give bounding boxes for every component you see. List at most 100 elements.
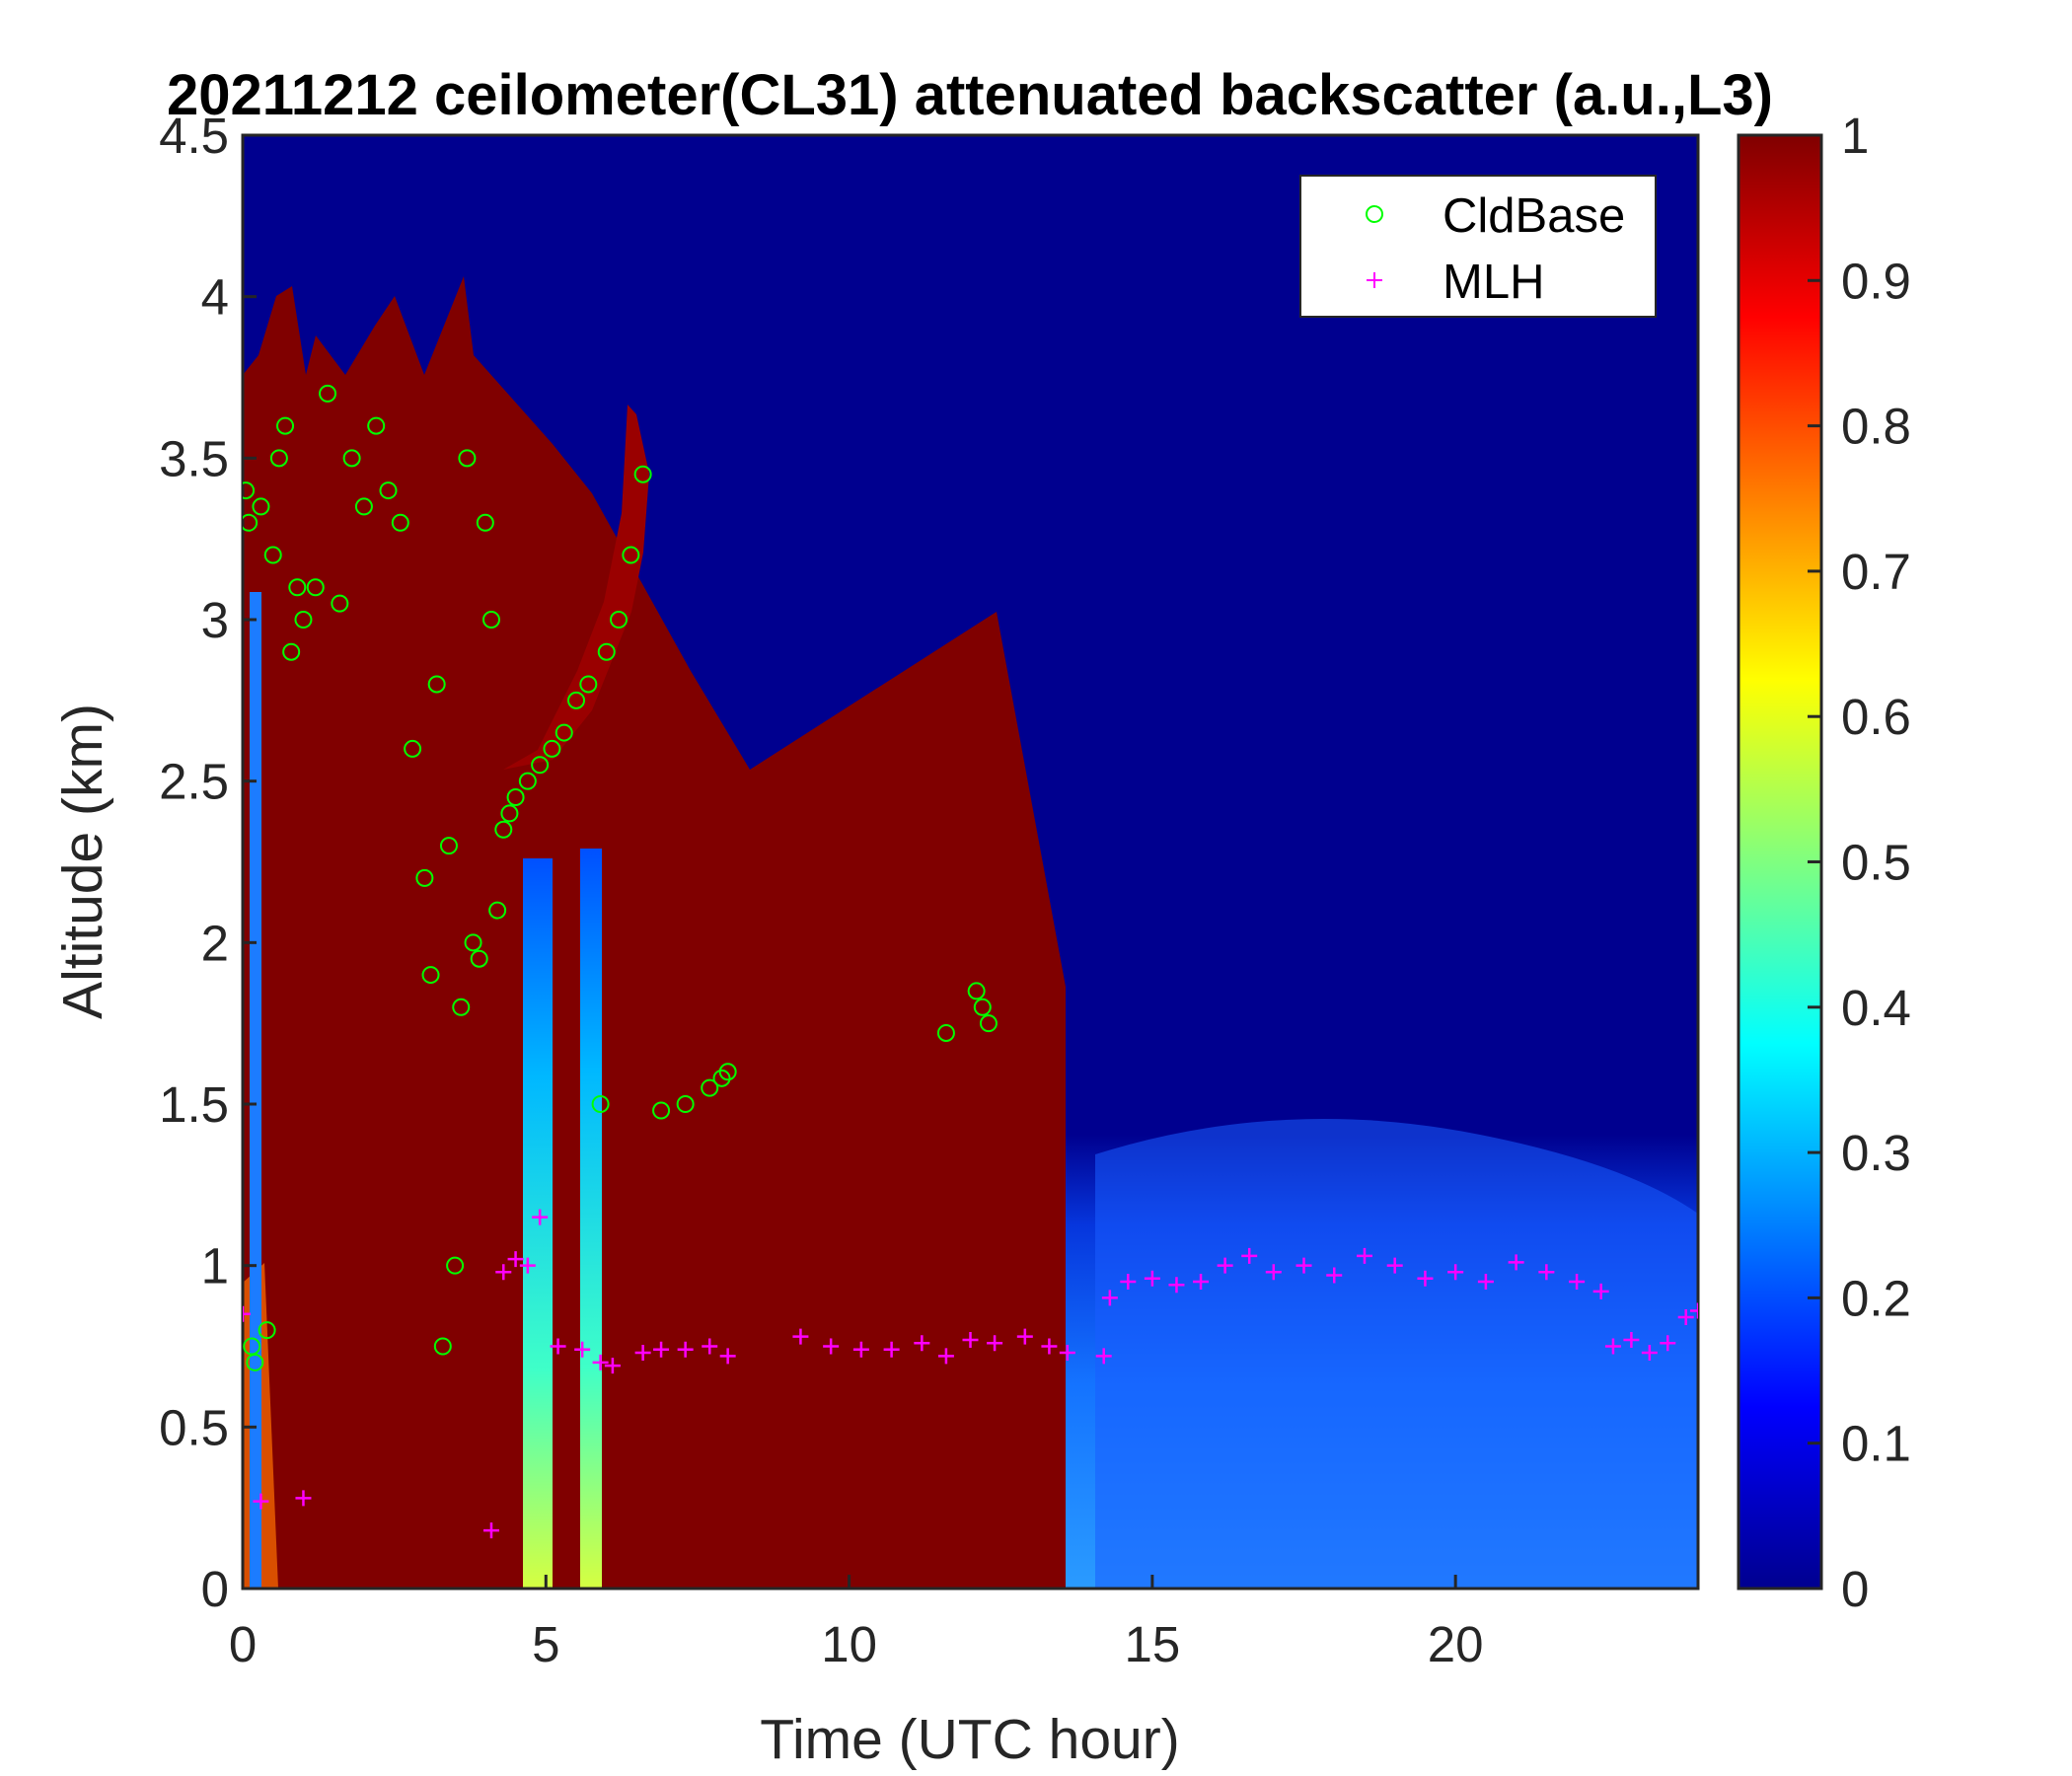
cldbase-point — [506, 788, 525, 807]
cldbase-point — [567, 691, 586, 709]
cldbase-point — [458, 449, 477, 468]
cldbase-point — [936, 1023, 955, 1042]
mlh-point — [1041, 1338, 1058, 1355]
mlh-point — [604, 1358, 621, 1374]
colorbar-tick-label: 0.5 — [1841, 835, 1911, 891]
mlh-point — [550, 1338, 566, 1355]
cldbase-point — [718, 1063, 737, 1081]
mlh-point — [1295, 1257, 1312, 1274]
mlh-point — [937, 1348, 954, 1365]
mlh-point — [592, 1354, 609, 1370]
cldbase-point — [518, 772, 537, 790]
colorbar-tick-label: 0.7 — [1841, 544, 1911, 600]
cldbase-series — [243, 384, 998, 1371]
cldbase-point — [243, 481, 256, 500]
cldbase-point — [258, 1321, 276, 1340]
mlh-point — [852, 1341, 869, 1358]
cldbase-point — [246, 1353, 264, 1371]
legend-cldbase-label: CldBase — [1443, 189, 1625, 243]
mlh-point — [1477, 1274, 1494, 1291]
mlh-point — [1144, 1270, 1160, 1287]
colorbar-tick-label: 0.6 — [1841, 689, 1911, 745]
mlh-point — [1101, 1290, 1118, 1306]
y-tick-label: 3.5 — [159, 430, 229, 486]
mlh-point — [1604, 1338, 1621, 1355]
mlh-point — [719, 1348, 736, 1365]
colorbar-tick-label: 0.2 — [1841, 1270, 1911, 1326]
mlh-point — [1623, 1331, 1640, 1348]
cldbase-point — [342, 449, 361, 468]
mlh-point — [1660, 1335, 1676, 1352]
mlh-point — [1326, 1267, 1343, 1284]
mlh-point — [1417, 1270, 1434, 1287]
mlh-point — [677, 1341, 694, 1358]
mlh-point — [792, 1328, 809, 1345]
x-axis: 0 5 10 15 20 — [229, 1575, 1484, 1672]
cldbase-point — [531, 756, 550, 775]
mlh-point — [1447, 1264, 1464, 1281]
colorbar-tick-label: 0.9 — [1841, 253, 1911, 309]
mlh-point — [1095, 1348, 1112, 1365]
cldbase-point — [555, 723, 573, 742]
cldbase-point — [500, 804, 519, 823]
mlh-point — [1016, 1328, 1033, 1345]
mlh-point — [253, 1493, 269, 1510]
mlh-point — [1265, 1264, 1282, 1281]
y-tick-label: 4 — [201, 269, 229, 326]
mlh-point — [495, 1264, 512, 1281]
x-tick-label: 0 — [229, 1616, 257, 1672]
mlh-point — [1690, 1302, 1698, 1319]
plot-frame — [241, 133, 1700, 1591]
chart-title: 20211212 ceilometer(CL31) attenuated bac… — [167, 63, 1773, 127]
mlh-point — [702, 1338, 718, 1355]
cldbase-point — [276, 416, 295, 435]
y-tick-label: 2 — [201, 915, 229, 971]
mlh-point — [634, 1345, 651, 1362]
mlh-point — [482, 1522, 499, 1539]
cldbase-point — [464, 933, 482, 952]
cldbase-point — [488, 901, 507, 920]
mlh-point — [1059, 1345, 1075, 1362]
cldbase-point — [415, 868, 434, 887]
mlh-point — [1569, 1274, 1586, 1291]
cldbase-point — [633, 465, 652, 483]
cldbase-point — [967, 982, 986, 1000]
cldbase-point — [597, 642, 616, 661]
mlh-point — [1168, 1277, 1185, 1294]
y-tick-label: 0 — [201, 1561, 229, 1617]
y-tick-label: 0.5 — [159, 1399, 229, 1455]
mlh-point — [1217, 1257, 1233, 1274]
y-axis: 0 0.5 1 1.5 2 2.5 3 3.5 4 4.5 — [159, 108, 257, 1617]
legend-box — [1299, 175, 1657, 318]
mlh-point — [532, 1209, 549, 1225]
cldbase-point — [979, 1014, 998, 1033]
mlh-point — [914, 1335, 930, 1352]
x-tick-label: 20 — [1428, 1616, 1484, 1672]
cldbase-point — [263, 546, 282, 564]
cldbase-point — [306, 578, 325, 597]
mlh-series — [243, 1209, 1698, 1539]
colorbar-tick-label: 0.3 — [1841, 1125, 1911, 1181]
mlh-point — [507, 1251, 524, 1268]
cldbase-point — [481, 611, 500, 629]
cldbase-point — [676, 1095, 695, 1113]
cyan-streak-5h — [523, 858, 553, 1589]
mlh-point — [1241, 1247, 1258, 1264]
cldbase-point — [282, 642, 301, 661]
cldbase-point — [427, 675, 446, 694]
cldbase-point — [610, 611, 629, 629]
mlh-point — [519, 1257, 536, 1274]
aerosol-layer-right — [1095, 1119, 1698, 1589]
cldbase-point — [319, 384, 337, 403]
mlh-point — [1120, 1274, 1137, 1291]
cldbase-point — [579, 675, 598, 694]
legend: CldBase MLH — [1299, 175, 1657, 318]
colorbar-tick-label: 0.8 — [1841, 399, 1911, 455]
x-tick-label: 10 — [821, 1616, 877, 1672]
y-tick-label: 1.5 — [159, 1076, 229, 1133]
colorbar-ticks: 0 0.1 0.2 0.3 0.4 0.5 0.6 0.7 0.8 0.9 1 — [1808, 108, 1911, 1617]
cldbase-point — [294, 611, 313, 629]
colorbar-tick-label: 0.4 — [1841, 980, 1911, 1036]
mlh-point — [1386, 1257, 1403, 1274]
